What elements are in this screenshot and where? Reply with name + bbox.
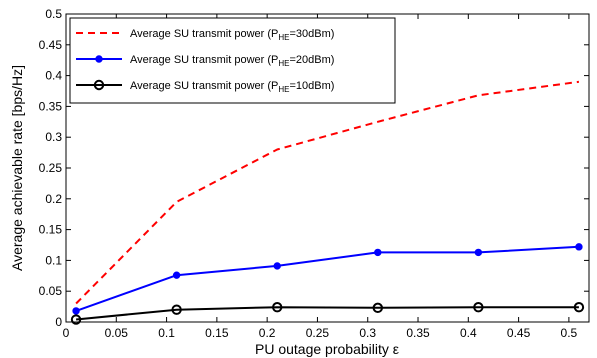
x-tick-label: 0.3 (359, 326, 376, 340)
data-point-20dbm (575, 243, 583, 251)
series-layer (70, 80, 585, 325)
x-tick-label: 0.35 (406, 326, 430, 340)
legend-entry-10dbm: Average SU transmit power (PHE=10dBm) (130, 80, 334, 94)
y-tick-label: 0.35 (39, 99, 63, 113)
y-tick-label: 0 (55, 315, 62, 329)
x-tick-label: 0 (63, 326, 70, 340)
data-point-20dbm (374, 248, 382, 257)
y-tick-label: 0.2 (45, 192, 62, 206)
y-tick-label: 0.3 (45, 130, 62, 144)
legend-entry-30dbm-name: Average SU transmit power (P (130, 28, 278, 40)
data-point-10dbm (272, 302, 283, 313)
legend-entry-10dbm-sub: HE (278, 85, 289, 94)
legend-entry-30dbm: Average SU transmit power (PHE=30dBm) (130, 28, 334, 42)
y-axis-label: Average achievable rate [bps/Hz] (9, 65, 25, 271)
y-tick-label: 0.05 (39, 284, 63, 298)
series-line-20dbm (75, 245, 579, 312)
legend-entry-20dbm-name: Average SU transmit power (P (130, 54, 278, 66)
y-tick-label: 0.1 (45, 253, 62, 267)
data-point-10dbm (70, 314, 82, 325)
y-tick-label: 0.5 (45, 7, 62, 21)
data-point-10dbm (171, 304, 182, 315)
x-tick-label: 0.1 (158, 326, 175, 340)
data-point-10dbm (372, 302, 383, 314)
data-point-10dbm (473, 302, 484, 313)
x-tick-label: 0.4 (460, 326, 477, 340)
legend-entry-10dbm-name: Average SU transmit power (P (130, 80, 278, 92)
series-line-30dbm (75, 80, 580, 305)
x-tick-label: 0.45 (507, 326, 531, 340)
x-tick-label: 0.25 (306, 326, 330, 340)
x-tick-label: 0.2 (259, 326, 276, 340)
legend-marker-10dbm (93, 79, 105, 91)
ticks-layer: 0 0.05 0.1 0.15 0.2 0.25 0.3 0.35 0.4 0.45 0.5 0 0.0… (39, 7, 589, 340)
legend-entry-20dbm: Average SU transmit power (PHE=20dBm) (130, 54, 334, 68)
data-point-10dbm (573, 302, 585, 313)
x-axis-label: PU outage probability ε (255, 341, 399, 357)
y-tick-label: 0.45 (39, 38, 63, 52)
y-tick-label: 0.4 (45, 69, 62, 83)
data-point-20dbm (72, 307, 80, 315)
legend-entry-20dbm-sub: HE (278, 59, 289, 68)
series-line-10dbm (76, 306, 579, 321)
legend: Average SU transmit power (PHE=30dBm) Av… (69, 17, 396, 104)
y-tick-label: 0.25 (39, 161, 63, 175)
legend-entry-20dbm-suffix: =20dBm) (289, 54, 334, 66)
legend-entry-30dbm-suffix: =30dBm) (289, 28, 334, 40)
legend-marker-20dbm (95, 55, 103, 63)
legend-box (69, 17, 396, 104)
x-tick-label: 0.15 (205, 326, 229, 340)
x-tick-label: 0.05 (105, 326, 129, 340)
legend-entry-30dbm-sub: HE (278, 33, 289, 42)
x-tick-label: 0.5 (561, 326, 578, 340)
data-point-20dbm (273, 262, 281, 270)
data-point-20dbm (172, 271, 181, 279)
legend-entry-10dbm-suffix: =10dBm) (289, 80, 334, 92)
y-tick-label: 0.15 (39, 223, 63, 237)
data-point-20dbm (474, 248, 483, 257)
